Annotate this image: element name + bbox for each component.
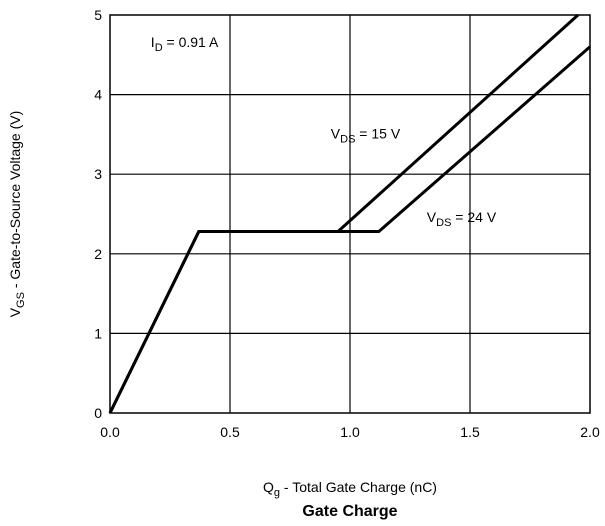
series-line-1	[108, 13, 580, 414]
annotation-label: VDS = 24 V	[427, 209, 497, 229]
tick-labels: 0.0 0.5 1.0 1.5 2.0 0 1 2 3 4 5	[94, 7, 600, 440]
y-tick-label: 2	[94, 246, 102, 262]
y-axis-label: VGS - Gate-to-Source Voltage (V)	[7, 111, 27, 318]
annotation-label: VDS = 15 V	[331, 125, 401, 145]
y-tick-label: 3	[94, 166, 102, 182]
plot-frame	[109, 14, 591, 414]
x-tick-label: 1.5	[460, 424, 480, 440]
chart-title: Gate Charge	[302, 503, 397, 520]
x-tick-label: 0.0	[100, 424, 120, 440]
y-tick-label: 1	[94, 325, 102, 341]
x-tick-label: 2.0	[580, 424, 600, 440]
y-tick-label: 5	[94, 7, 102, 23]
series-layer	[108, 13, 591, 414]
grid-lines	[110, 15, 590, 413]
annotation-label: ID = 0.91 A	[151, 34, 219, 54]
series-line-2	[108, 45, 591, 414]
x-tick-label: 1.0	[340, 424, 360, 440]
y-tick-label: 0	[94, 405, 102, 421]
x-tick-label: 0.5	[220, 424, 240, 440]
annotations: ID = 0.91 A VDS = 15 V VDS = 24 V	[151, 34, 497, 229]
x-axis-label: Qg - Total Gate Charge (nC)	[263, 479, 437, 499]
y-tick-label: 4	[94, 87, 102, 103]
